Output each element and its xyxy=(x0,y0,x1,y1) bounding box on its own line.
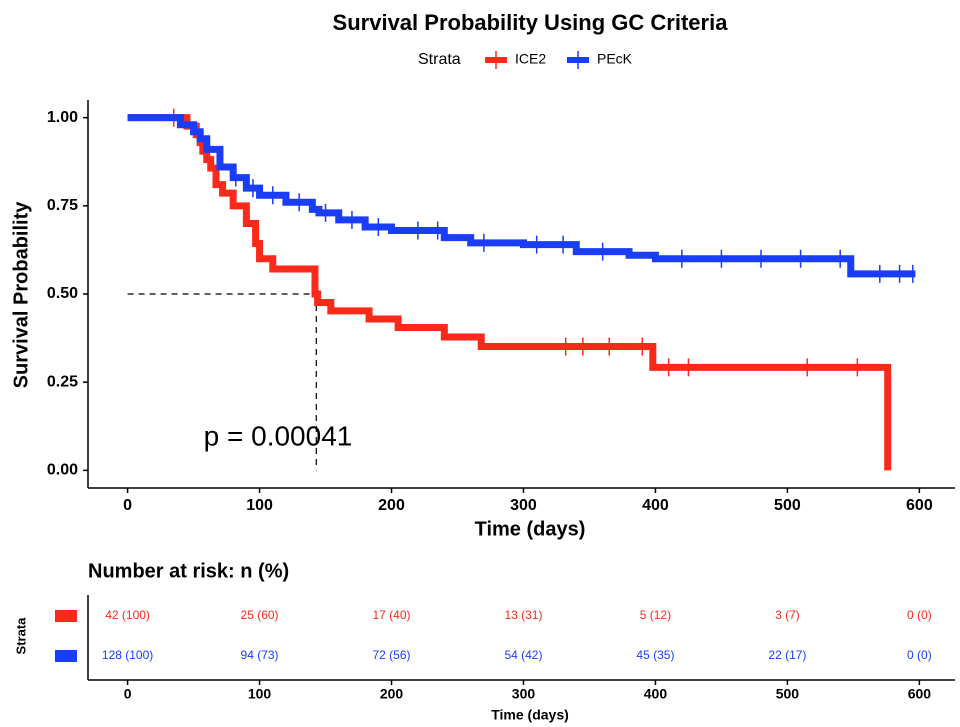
strata-key xyxy=(55,650,77,662)
risk-table-title: Number at risk: n (%) xyxy=(88,560,289,582)
risk-cell: 72 (56) xyxy=(373,648,411,662)
legend-label: PEcK xyxy=(597,51,633,67)
risk-cell: 45 (35) xyxy=(636,648,674,662)
chart-title: Survival Probability Using GC Criteria xyxy=(333,10,729,35)
risk-cell: 128 (100) xyxy=(102,648,153,662)
x-tick-label: 500 xyxy=(774,497,801,514)
x-tick-label: 300 xyxy=(510,497,537,514)
risk-y-label: Strata xyxy=(13,617,28,655)
x-tick-label: 200 xyxy=(380,686,404,702)
y-tick-label: 0.00 xyxy=(47,462,78,479)
risk-cell: 0 (0) xyxy=(907,648,932,662)
risk-cell: 54 (42) xyxy=(504,648,542,662)
y-axis-label: Survival Probability xyxy=(10,201,32,389)
risk-cell: 25 (60) xyxy=(241,608,279,622)
strata-key xyxy=(55,610,77,622)
legend-title: Strata xyxy=(418,51,461,68)
x-tick-label: 600 xyxy=(906,497,933,514)
risk-cell: 42 (100) xyxy=(105,608,150,622)
y-tick-label: 0.25 xyxy=(47,373,78,390)
p-value: p = 0.00041 xyxy=(204,420,353,451)
survival-curve xyxy=(127,114,892,471)
x-tick-label: 0 xyxy=(124,686,132,702)
y-tick-label: 0.75 xyxy=(47,197,78,214)
y-tick-label: 1.00 xyxy=(47,109,78,126)
x-tick-label: 200 xyxy=(378,497,405,514)
risk-cell: 3 (7) xyxy=(775,608,800,622)
x-tick-label: 100 xyxy=(246,497,273,514)
legend-label: ICE2 xyxy=(515,51,546,67)
survival-curve xyxy=(127,114,916,278)
risk-cell: 22 (17) xyxy=(768,648,806,662)
risk-cell: 13 (31) xyxy=(504,608,542,622)
x-tick-label: 300 xyxy=(512,686,536,702)
risk-cell: 17 (40) xyxy=(373,608,411,622)
x-tick-label: 100 xyxy=(248,686,272,702)
y-tick-label: 0.50 xyxy=(47,285,78,302)
risk-cell: 94 (73) xyxy=(241,648,279,662)
risk-x-label: Time (days) xyxy=(491,707,569,723)
x-tick-label: 500 xyxy=(776,686,800,702)
x-tick-label: 600 xyxy=(908,686,932,702)
risk-cell: 5 (12) xyxy=(640,608,671,622)
x-tick-label: 400 xyxy=(644,686,668,702)
x-axis-label: Time (days) xyxy=(475,518,586,540)
x-tick-label: 400 xyxy=(642,497,669,514)
risk-cell: 0 (0) xyxy=(907,608,932,622)
x-tick-label: 0 xyxy=(123,497,132,514)
